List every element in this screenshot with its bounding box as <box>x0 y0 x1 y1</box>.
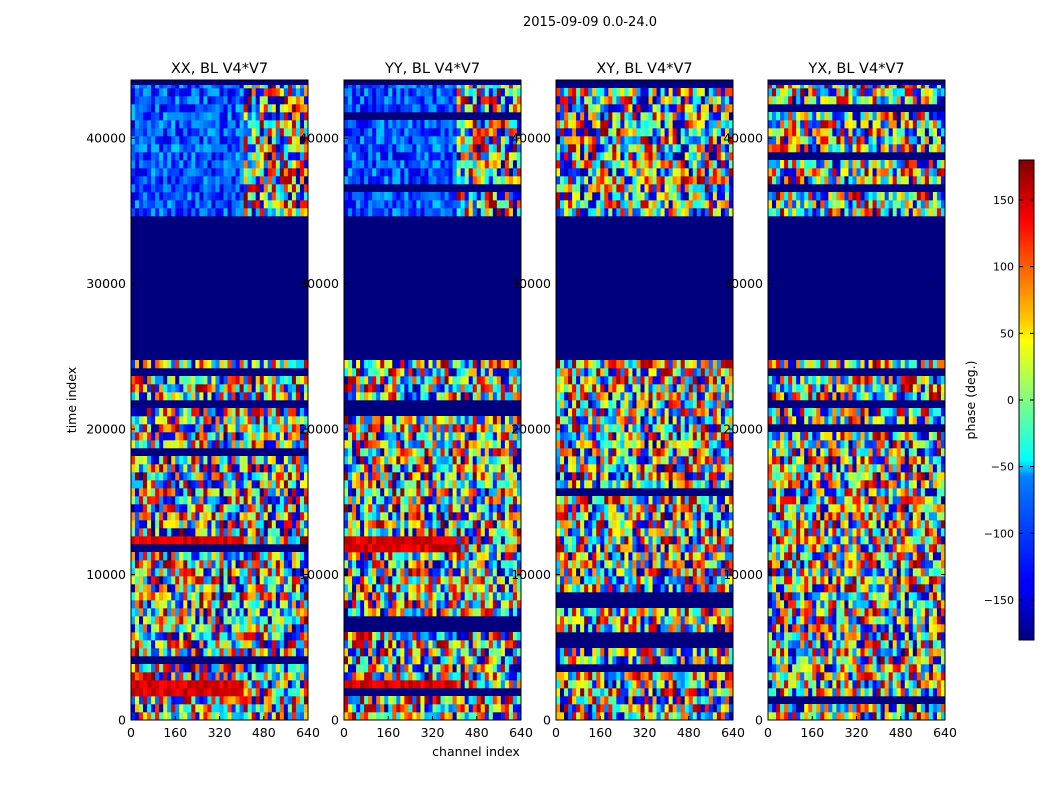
figure-suptitle: 2015-09-09 0.0-24.0 <box>523 15 657 30</box>
x-tick-label: 0 <box>764 725 772 740</box>
x-tick-label: 640 <box>933 725 957 740</box>
y-tick-label: 40000 <box>86 131 126 146</box>
colorbar-tick-label: 0 <box>1007 394 1014 407</box>
x-tick-label: 640 <box>296 725 320 740</box>
x-tick-label: 640 <box>721 725 745 740</box>
x-tick-label: 0 <box>340 725 348 740</box>
x-tick-label: 320 <box>845 725 869 740</box>
y-tick-label: 10000 <box>511 567 551 582</box>
y-tick-label: 40000 <box>299 131 339 146</box>
x-tick-label: 0 <box>552 725 560 740</box>
panel-xy: XY, BL V4*V7 0 160 320 480 640 0 10000 20000 3000… <box>511 61 745 740</box>
x-tick-label: 160 <box>376 725 400 740</box>
panel-yy: YY, BL V4*V7 0 160 320 480 640 0 10000 20000 3000… <box>299 61 533 740</box>
x-tick-label: 160 <box>800 725 824 740</box>
panel-title: YX, BL V4*V7 <box>807 61 904 77</box>
x-tick-label: 480 <box>677 725 701 740</box>
colorbar-tick-label: −150 <box>984 594 1014 607</box>
y-tick-label: 40000 <box>723 131 763 146</box>
heatmap-image <box>768 80 945 720</box>
x-tick-label: 640 <box>509 725 533 740</box>
panels-group: XX, BL V4*V7 0 160 320 480 640 0 10000 20000 3000… <box>86 61 957 740</box>
heatmap-image <box>344 80 521 720</box>
x-tick-label: 0 <box>127 725 135 740</box>
colorbar-ticks: −150 −100 −50 0 50 100 150 <box>984 194 1034 607</box>
heatmap-image <box>131 80 308 720</box>
x-tick-label: 480 <box>465 725 489 740</box>
x-tick-label: 320 <box>633 725 657 740</box>
x-axis-label: channel index <box>432 744 520 759</box>
y-tick-label: 20000 <box>723 422 763 437</box>
y-tick-label: 0 <box>543 713 551 728</box>
y-tick-label: 30000 <box>299 276 339 291</box>
colorbar-tick-label: 50 <box>1000 327 1014 340</box>
y-tick-label: 20000 <box>299 422 339 437</box>
x-tick-label: 320 <box>421 725 445 740</box>
x-tick-label: 480 <box>252 725 276 740</box>
heatmap-image <box>556 80 733 720</box>
panel-title: YY, BL V4*V7 <box>384 61 480 77</box>
colorbar-tick-label: −50 <box>991 461 1014 474</box>
y-tick-label: 30000 <box>511 276 551 291</box>
y-tick-label: 0 <box>331 713 339 728</box>
y-tick-label: 30000 <box>723 276 763 291</box>
colorbar-tick-label: 150 <box>993 194 1014 207</box>
y-tick-label: 10000 <box>723 567 763 582</box>
colorbar-tick-label: 100 <box>993 261 1014 274</box>
colorbar-tick-label: −100 <box>984 527 1014 540</box>
y-tick-label: 10000 <box>86 567 126 582</box>
x-tick-label: 480 <box>889 725 913 740</box>
y-tick-label: 40000 <box>511 131 551 146</box>
colorbar-label: phase (deg.) <box>963 361 978 440</box>
y-tick-label: 20000 <box>86 422 126 437</box>
y-tick-label: 10000 <box>299 567 339 582</box>
y-axis-label: time index <box>64 367 79 433</box>
panel-yx: YX, BL V4*V7 0 160 320 480 640 0 10000 20000 3000… <box>723 61 957 740</box>
y-tick-label: 20000 <box>511 422 551 437</box>
x-tick-label: 160 <box>163 725 187 740</box>
panel-title: XX, BL V4*V7 <box>171 61 268 77</box>
x-tick-label: 160 <box>588 725 612 740</box>
y-tick-label: 30000 <box>86 276 126 291</box>
panel-title: XY, BL V4*V7 <box>596 61 692 77</box>
y-tick-label: 0 <box>755 713 763 728</box>
x-tick-label: 320 <box>208 725 232 740</box>
panel-xx: XX, BL V4*V7 0 160 320 480 640 0 10000 20000 3000… <box>86 61 320 740</box>
y-tick-label: 0 <box>118 713 126 728</box>
colorbar: −150 −100 −50 0 50 100 150 phase (deg.) <box>963 159 1035 641</box>
